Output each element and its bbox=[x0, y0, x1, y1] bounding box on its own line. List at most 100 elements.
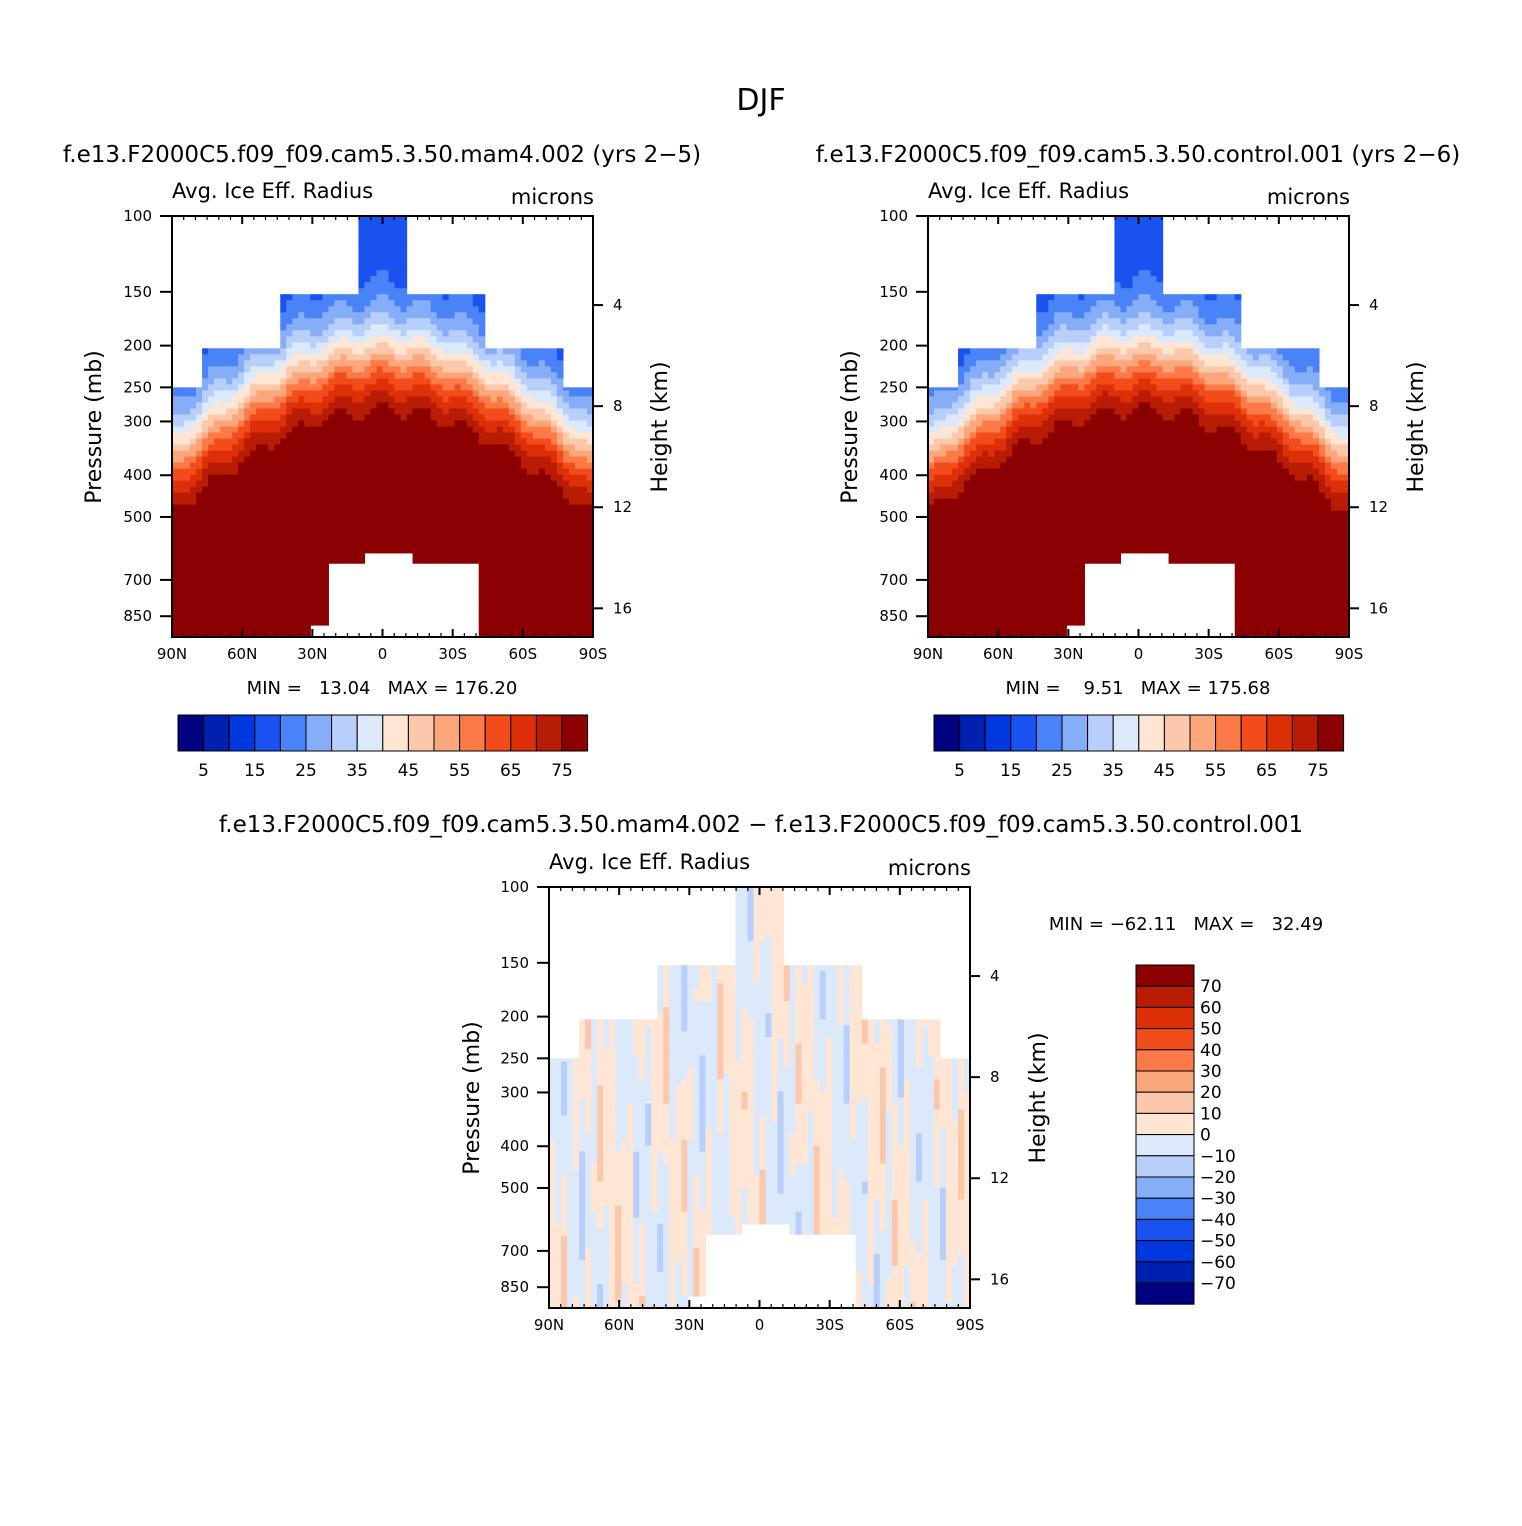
contour-cell bbox=[533, 517, 540, 524]
contour-cell bbox=[479, 607, 486, 614]
contour-cell bbox=[1090, 517, 1097, 524]
contour-cell bbox=[1090, 505, 1097, 512]
contour-cell bbox=[389, 306, 396, 313]
contour-cell bbox=[515, 396, 522, 403]
contour-cell bbox=[485, 481, 492, 488]
contour-cell bbox=[316, 541, 323, 548]
contour-cell bbox=[292, 475, 299, 482]
contour-cell bbox=[575, 553, 582, 560]
contour-cell bbox=[202, 619, 209, 626]
contour-cell bbox=[1066, 475, 1073, 482]
contour-cell bbox=[383, 378, 390, 385]
contour-cell bbox=[443, 378, 450, 385]
contour-cell bbox=[1030, 601, 1037, 608]
contour-cell bbox=[346, 535, 353, 542]
contour-cell bbox=[988, 583, 995, 590]
contour-cell bbox=[467, 541, 474, 548]
contour-cell bbox=[292, 481, 299, 488]
contour-cell bbox=[437, 408, 444, 415]
contour-cell bbox=[970, 469, 977, 476]
contour-cell bbox=[292, 408, 299, 415]
contour-cell bbox=[389, 264, 396, 271]
contour-cell bbox=[509, 559, 516, 566]
contour-cell bbox=[455, 396, 462, 403]
contour-cell bbox=[431, 463, 438, 470]
contour-cell bbox=[1012, 348, 1019, 355]
contour-cell bbox=[1018, 360, 1025, 367]
contour-cell bbox=[970, 408, 977, 415]
contour-cell bbox=[389, 300, 396, 307]
contour-cell bbox=[322, 469, 329, 476]
contour-cell bbox=[226, 577, 233, 584]
contour-cell bbox=[527, 487, 534, 494]
contour-cell bbox=[346, 420, 353, 427]
contour-cell bbox=[425, 511, 432, 518]
contour-cell bbox=[1036, 523, 1043, 530]
contour-cell bbox=[994, 354, 1001, 361]
contour-cell bbox=[1042, 481, 1049, 488]
contour-cell bbox=[298, 517, 305, 524]
contour-cell bbox=[310, 601, 317, 608]
contour-cell bbox=[1030, 396, 1037, 403]
contour-cell bbox=[1048, 372, 1055, 379]
contour-cell bbox=[509, 547, 516, 554]
contour-cell bbox=[1066, 601, 1073, 608]
contour-cell bbox=[515, 601, 522, 608]
contour-cell bbox=[280, 372, 287, 379]
contour-cell bbox=[455, 499, 462, 506]
contour-cell bbox=[184, 390, 191, 397]
contour-cell bbox=[340, 541, 347, 548]
contour-cell bbox=[1042, 625, 1049, 632]
contour-cell bbox=[1048, 571, 1055, 578]
contour-cell bbox=[958, 589, 965, 596]
contour-cell bbox=[1018, 595, 1025, 602]
contour-cell bbox=[497, 589, 504, 596]
contour-cell bbox=[407, 378, 414, 385]
contour-cell bbox=[994, 384, 1001, 391]
contour-cell bbox=[274, 451, 281, 458]
contour-cell bbox=[994, 457, 1001, 464]
contour-cell bbox=[1030, 565, 1037, 572]
contour-cell bbox=[352, 294, 359, 301]
contour-cell bbox=[401, 372, 408, 379]
contour-cell bbox=[1090, 420, 1097, 427]
contour-cell bbox=[232, 451, 239, 458]
contour-cell bbox=[202, 589, 209, 596]
contour-cell bbox=[1030, 360, 1037, 367]
contour-cell bbox=[389, 294, 396, 301]
contour-cell bbox=[1000, 619, 1007, 626]
contour-cell bbox=[455, 408, 462, 415]
contour-cell bbox=[190, 589, 197, 596]
contour-cell bbox=[563, 499, 570, 506]
contour-cell bbox=[316, 517, 323, 524]
contour-cell bbox=[346, 433, 353, 440]
contour-cell bbox=[509, 493, 516, 500]
contour-cell bbox=[509, 354, 516, 361]
contour-cell bbox=[310, 366, 317, 373]
contour-cell bbox=[503, 457, 510, 464]
contour-cell bbox=[1078, 384, 1085, 391]
contour-cell bbox=[274, 529, 281, 536]
contour-cell bbox=[190, 481, 197, 488]
contour-cell bbox=[1096, 553, 1103, 560]
contour-cell bbox=[190, 529, 197, 536]
contour-cell bbox=[214, 475, 221, 482]
contour-cell bbox=[1024, 607, 1031, 614]
contour-cell bbox=[970, 553, 977, 560]
contour-cell bbox=[274, 565, 281, 572]
contour-cell bbox=[244, 559, 251, 566]
contour-cell bbox=[370, 493, 377, 500]
contour-cell bbox=[461, 433, 468, 440]
contour-cell bbox=[419, 463, 426, 470]
contour-cell bbox=[370, 288, 377, 295]
contour-cell bbox=[461, 324, 468, 331]
contour-cell bbox=[1066, 433, 1073, 440]
contour-cell bbox=[970, 493, 977, 500]
contour-cell bbox=[352, 402, 359, 409]
contour-cell bbox=[376, 481, 383, 488]
contour-cell bbox=[479, 348, 486, 355]
contour-cell bbox=[521, 451, 528, 458]
contour-cell bbox=[262, 451, 269, 458]
contour-cell bbox=[491, 372, 498, 379]
contour-cell bbox=[1000, 433, 1007, 440]
